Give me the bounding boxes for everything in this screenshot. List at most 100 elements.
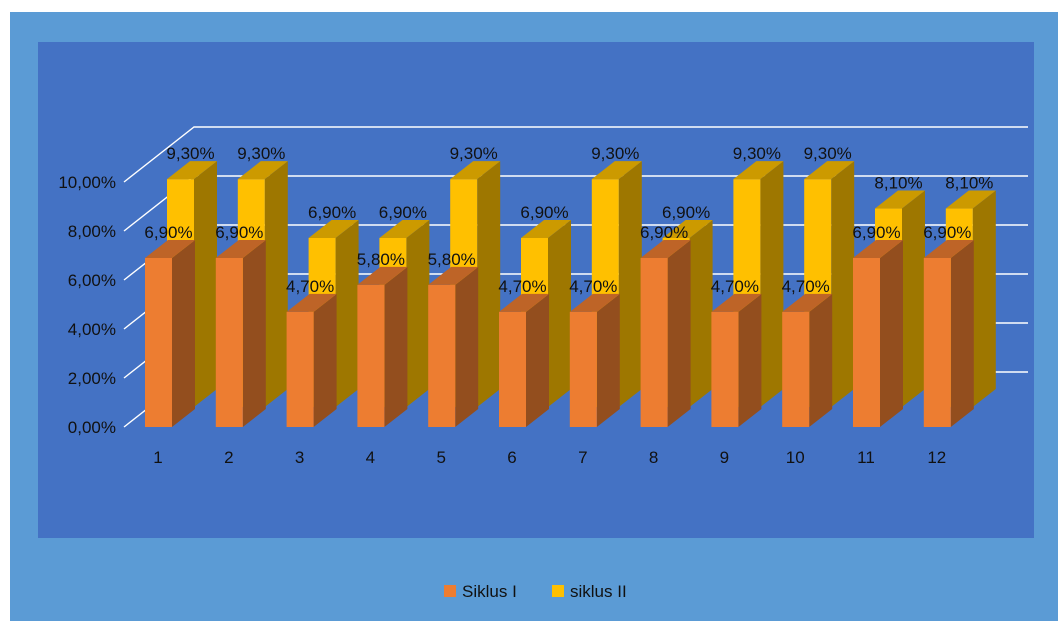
- bar-siklus-i-11-top: [853, 239, 903, 258]
- data-label-siklus-ii: 9,30%: [450, 144, 498, 163]
- data-label-siklus-i: 6,90%: [215, 223, 263, 242]
- data-label-siklus-ii: 9,30%: [804, 144, 852, 163]
- bar-siklus-ii-1-side: [194, 161, 217, 407]
- data-label-siklus-ii: 6,90%: [662, 203, 710, 222]
- bar-siklus-i-8-side: [667, 239, 691, 427]
- bar-siklus-ii-10-side: [831, 161, 855, 407]
- x-tick-label: 9: [720, 448, 729, 467]
- bar-siklus-ii-11-side: [902, 190, 925, 407]
- bar-siklus-i-10-top: [782, 293, 833, 312]
- x-tick-label: 5: [436, 448, 445, 467]
- legend-swatch-siklus-ii: [552, 585, 564, 597]
- bar-siklus-ii-8-side: [689, 219, 713, 407]
- bar-siklus-i-7: [569, 293, 620, 427]
- y-tick-label: 6,00%: [68, 271, 116, 290]
- data-label-siklus-i: 4,70%: [286, 277, 334, 296]
- bar-siklus-ii-9-top: [733, 161, 784, 180]
- bar-siklus-ii-5-top: [450, 161, 501, 180]
- data-label-siklus-ii: 8,10%: [945, 174, 993, 193]
- bar-siklus-i-7-front: [569, 311, 597, 427]
- data-label-siklus-i: 5,80%: [428, 250, 476, 269]
- data-label-siklus-i: 4,70%: [711, 277, 759, 296]
- bar-siklus-i-3-top: [286, 293, 337, 312]
- bar-siklus-i-11: [853, 239, 903, 427]
- bar-siklus-i-5: [428, 266, 479, 427]
- y-tick-label: 4,00%: [68, 320, 116, 339]
- x-tick-label: 4: [366, 448, 375, 467]
- x-tick-label: 3: [295, 448, 304, 467]
- bar-siklus-i-3-side: [313, 293, 337, 427]
- y-tick-label: 8,00%: [68, 222, 116, 241]
- data-label-siklus-ii: 6,90%: [379, 203, 427, 222]
- x-axis-ticks: 1 2 3 4 5 6 7 8 9 10 11 12: [153, 448, 946, 467]
- x-tick-label: 7: [578, 448, 587, 467]
- bar-siklus-i-2-side: [242, 239, 266, 427]
- data-label-siklus-i: 4,70%: [498, 277, 546, 296]
- bar-siklus-i-5-top: [428, 266, 479, 285]
- bar-siklus-ii-8-top: [662, 219, 713, 238]
- bar-siklus-i-4-side: [384, 266, 408, 427]
- data-label-siklus-ii: 6,90%: [520, 203, 568, 222]
- x-tick-label: 8: [649, 448, 658, 467]
- bar-siklus-ii-12-top: [945, 190, 996, 209]
- bar-siklus-i-9: [711, 293, 762, 427]
- bar-siklus-i-12: [923, 239, 974, 427]
- bar-siklus-i-12-front: [923, 257, 951, 427]
- bar-siklus-i-6-side: [526, 293, 549, 427]
- data-label-siklus-ii: 6,90%: [308, 203, 356, 222]
- data-label-siklus-i: 4,70%: [782, 277, 830, 296]
- bar-siklus-i-1: [145, 239, 195, 427]
- bar-siklus-i-10: [782, 293, 833, 427]
- legend-label-siklus-ii: siklus II: [570, 582, 627, 601]
- data-label-siklus-ii: 9,30%: [166, 144, 214, 163]
- bar-siklus-ii-12-side: [972, 190, 996, 407]
- legend-swatch-siklus-i: [444, 585, 456, 597]
- bar-siklus-i-12-side: [950, 239, 974, 427]
- gridline: [123, 126, 1028, 183]
- legend: Siklus I siklus II: [444, 582, 627, 601]
- bar-siklus-i-9-front: [711, 311, 739, 427]
- bar-siklus-i-9-side: [738, 293, 762, 427]
- bar-siklus-ii-3-side: [335, 219, 359, 407]
- x-tick-label: 10: [786, 448, 805, 467]
- bar-siklus-ii-7-side: [618, 161, 642, 407]
- bar-siklus-ii-6-top: [521, 219, 571, 238]
- bar-siklus-i-11-front: [853, 257, 880, 427]
- x-tick-label: 1: [153, 448, 162, 467]
- bar-siklus-ii-9-side: [760, 161, 784, 407]
- bar-siklus-ii-10-top: [804, 161, 855, 180]
- bar-siklus-i-2-top: [215, 239, 266, 258]
- data-label-siklus-ii: 9,30%: [591, 144, 639, 163]
- x-tick-label: 2: [224, 448, 233, 467]
- x-tick-label: 6: [507, 448, 516, 467]
- bar-siklus-ii-4-top: [379, 219, 430, 238]
- data-label-siklus-i: 5,80%: [357, 250, 405, 269]
- bar-siklus-i-1-top: [145, 239, 195, 258]
- bar-siklus-ii-5-side: [477, 161, 501, 407]
- bar-siklus-ii-4-side: [406, 219, 430, 407]
- bar-siklus-i-4-top: [357, 266, 408, 285]
- bar-siklus-i-10-front: [782, 311, 810, 427]
- bar-siklus-i-7-side: [596, 293, 620, 427]
- bar-siklus-i-8: [640, 239, 691, 427]
- bar-siklus-i-6-top: [499, 293, 549, 312]
- bar-siklus-ii-2-side: [264, 161, 288, 407]
- bar-siklus-ii-2-top: [237, 161, 288, 180]
- bar-siklus-ii-1-top: [167, 161, 217, 180]
- data-label-siklus-ii: 8,10%: [874, 174, 922, 193]
- bar-siklus-i-12-top: [923, 239, 974, 258]
- bar-siklus-ii-11-top: [875, 190, 925, 209]
- bar-siklus-i-6: [499, 293, 549, 427]
- bar-siklus-i-2: [215, 239, 266, 427]
- bar-siklus-i-5-front: [428, 284, 456, 427]
- y-axis-ticks: 0,00% 2,00% 4,00% 6,00% 8,00% 10,00%: [58, 173, 116, 437]
- x-tick-label: 12: [927, 448, 946, 467]
- data-label-siklus-i: 6,90%: [923, 223, 971, 242]
- bar-siklus-i-2-front: [215, 257, 243, 427]
- y-tick-label: 10,00%: [58, 173, 116, 192]
- bar-siklus-ii-3-top: [308, 219, 359, 238]
- bar-siklus-i-11-side: [880, 239, 903, 427]
- bar-siklus-ii-6-side: [548, 219, 571, 407]
